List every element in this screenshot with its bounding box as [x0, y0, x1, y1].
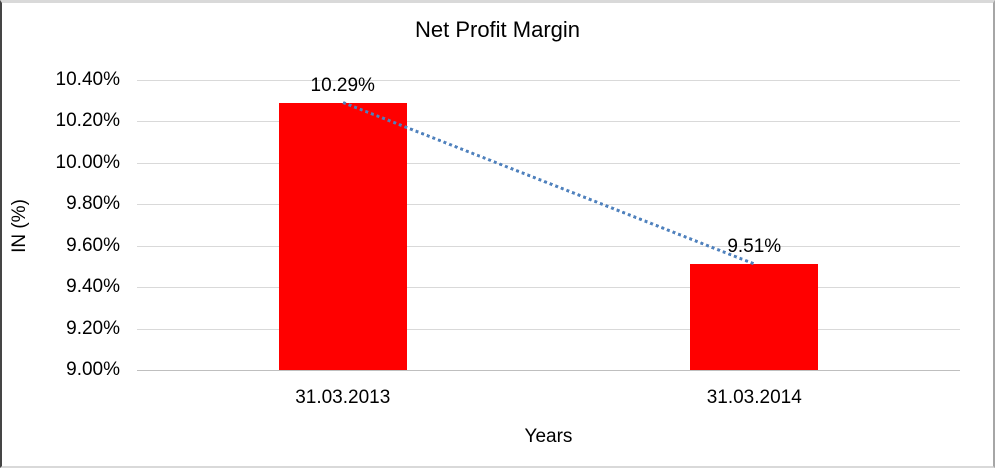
gridline — [137, 204, 960, 206]
data-label: 10.29% — [310, 74, 375, 96]
x-tick-label: 31.03.2014 — [706, 387, 802, 408]
y-tick-label: 9.00% — [66, 359, 120, 380]
x-tick-label: 31.03.2013 — [295, 387, 391, 408]
chart-title: Net Profit Margin — [414, 17, 581, 42]
x-axis-title: Years — [524, 426, 573, 447]
y-tick-label: 9.80% — [66, 193, 120, 215]
bar-31.03.2013 — [278, 102, 407, 370]
y-tick-label: 9.40% — [66, 276, 120, 298]
data-label: 9.51% — [727, 236, 782, 258]
gridline — [137, 162, 960, 164]
y-tick-label: 9.60% — [66, 234, 120, 256]
gridline — [137, 245, 960, 247]
y-tick-label: 10.00% — [55, 151, 120, 173]
y-tick-label: 10.40% — [55, 69, 120, 90]
y-tick-label: 9.20% — [66, 317, 120, 339]
gridline — [137, 328, 960, 330]
gridline — [137, 80, 960, 81]
x-axis-line — [137, 370, 960, 371]
gridline — [137, 121, 960, 123]
gridline — [137, 287, 960, 289]
y-tick-label: 10.20% — [55, 110, 120, 132]
plot-area: 10.29% 9.51% — [137, 75, 960, 371]
bar-31.03.2014 — [690, 264, 819, 370]
